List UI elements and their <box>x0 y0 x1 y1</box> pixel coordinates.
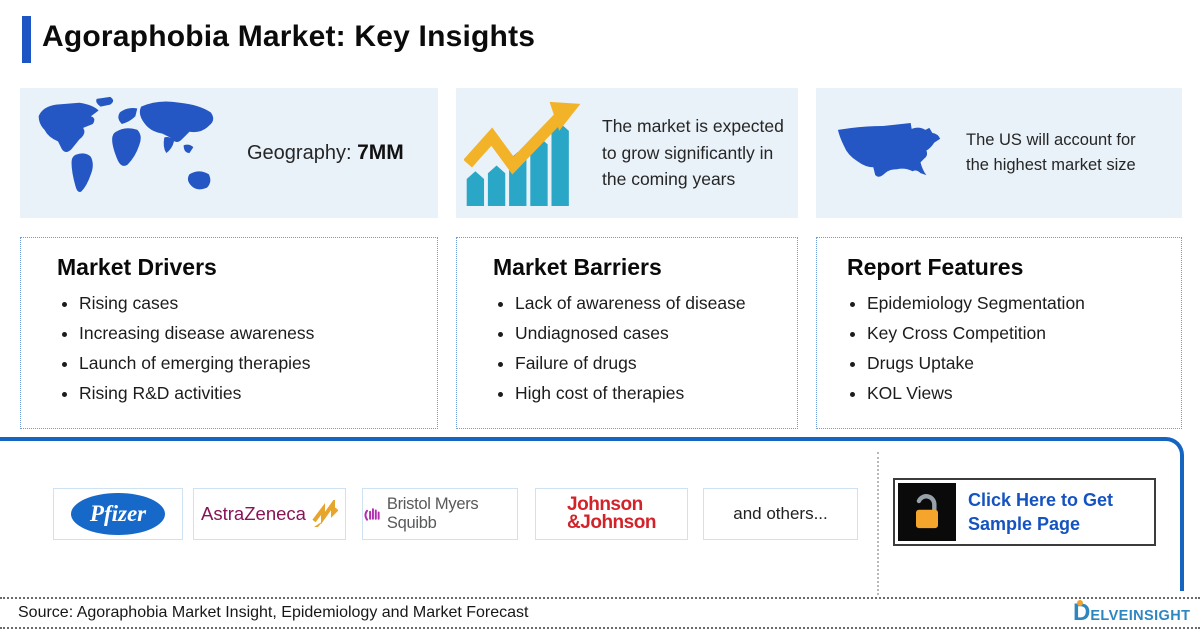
list-item: Failure of drugs <box>515 353 797 374</box>
pfizer-oval-icon: Pfizer <box>71 493 165 535</box>
page-title: Agoraphobia Market: Key Insights <box>42 20 536 53</box>
sample-page-cta-button[interactable]: Click Here to Get Sample Page <box>893 478 1156 546</box>
astrazeneca-wordmark: AstraZeneca <box>201 503 306 524</box>
growth-card: The market is expected to grow significa… <box>456 88 798 218</box>
us-card: The US will account for the highest mark… <box>816 88 1182 218</box>
growth-chart-icon <box>464 101 581 206</box>
market-drivers-title: Market Drivers <box>57 254 217 280</box>
growth-text: The market is expected to grow significa… <box>602 116 784 190</box>
us-map-icon <box>837 123 941 177</box>
logo-pfizer: Pfizer <box>53 488 183 540</box>
source-text: Source: Agoraphobia Market Insight, Epid… <box>18 604 529 621</box>
us-text: The US will account for the highest mark… <box>966 130 1136 174</box>
geography-prefix: Geography: <box>247 142 358 165</box>
geography-value: 7MM <box>357 141 404 165</box>
list-item: Increasing disease awareness <box>79 323 437 344</box>
list-item: Rising R&D activities <box>79 383 437 404</box>
list-item: Lack of awareness of disease <box>515 293 797 314</box>
companies-frame <box>0 437 1184 591</box>
astrazeneca-emblem-icon <box>312 500 338 527</box>
jnj-line2: &Johnson <box>567 512 656 533</box>
geography-card: Geography: 7MM <box>20 88 438 218</box>
world-map-icon <box>38 96 214 193</box>
report-features-list: Epidemiology Segmentation Key Cross Comp… <box>817 293 1181 404</box>
logo-johnson-and-johnson: Johnson &Johnson <box>535 488 688 540</box>
section-divider <box>877 452 879 595</box>
cta-label: Click Here to Get Sample Page <box>968 489 1114 534</box>
delveinsight-wordmark: ELVEINSIGHT <box>1090 608 1191 624</box>
list-item: KOL Views <box>867 383 1181 404</box>
list-item: Rising cases <box>79 293 437 314</box>
list-item: Undiagnosed cases <box>515 323 797 344</box>
list-item: Drugs Uptake <box>867 353 1181 374</box>
market-drivers-list: Rising cases Increasing disease awarenes… <box>21 293 437 404</box>
bottom-divider <box>0 627 1200 629</box>
delveinsight-logo: D ELVEINSIGHT <box>1073 599 1190 627</box>
delveinsight-d-letter: D <box>1073 599 1091 626</box>
report-features-box: Report Features Epidemiology Segmentatio… <box>816 237 1182 429</box>
market-barriers-title: Market Barriers <box>493 254 662 280</box>
jnj-line1: Johnson <box>567 493 643 515</box>
lock-panel <box>898 483 956 541</box>
market-barriers-list: Lack of awareness of disease Undiagnosed… <box>457 293 797 404</box>
market-barriers-box: Market Barriers Lack of awareness of dis… <box>456 237 798 429</box>
report-features-title: Report Features <box>847 254 1024 280</box>
list-item: Key Cross Competition <box>867 323 1181 344</box>
footer-divider <box>0 597 1200 599</box>
list-item: Launch of emerging therapies <box>79 353 437 374</box>
delveinsight-d-icon: D <box>1073 599 1090 627</box>
and-others-label: and others... <box>733 504 828 523</box>
bms-wordmark: Bristol Myers Squibb <box>386 495 479 532</box>
market-drivers-box: Market Drivers Rising cases Increasing d… <box>20 237 438 429</box>
list-item: High cost of therapies <box>515 383 797 404</box>
geography-label: Geography: 7MM <box>247 137 404 169</box>
open-padlock-icon <box>916 494 938 529</box>
delveinsight-dot <box>1077 600 1083 606</box>
bms-hand-icon <box>364 508 380 521</box>
logo-astrazeneca: AstraZeneca <box>193 488 346 540</box>
pfizer-wordmark: Pfizer <box>89 501 147 526</box>
and-others-box: and others... <box>703 488 858 540</box>
list-item: Epidemiology Segmentation <box>867 293 1181 314</box>
title-accent-bar <box>22 16 31 63</box>
logo-bristol-myers-squibb: Bristol Myers Squibb <box>362 488 518 540</box>
jnj-wordmark: Johnson &Johnson <box>567 493 656 533</box>
